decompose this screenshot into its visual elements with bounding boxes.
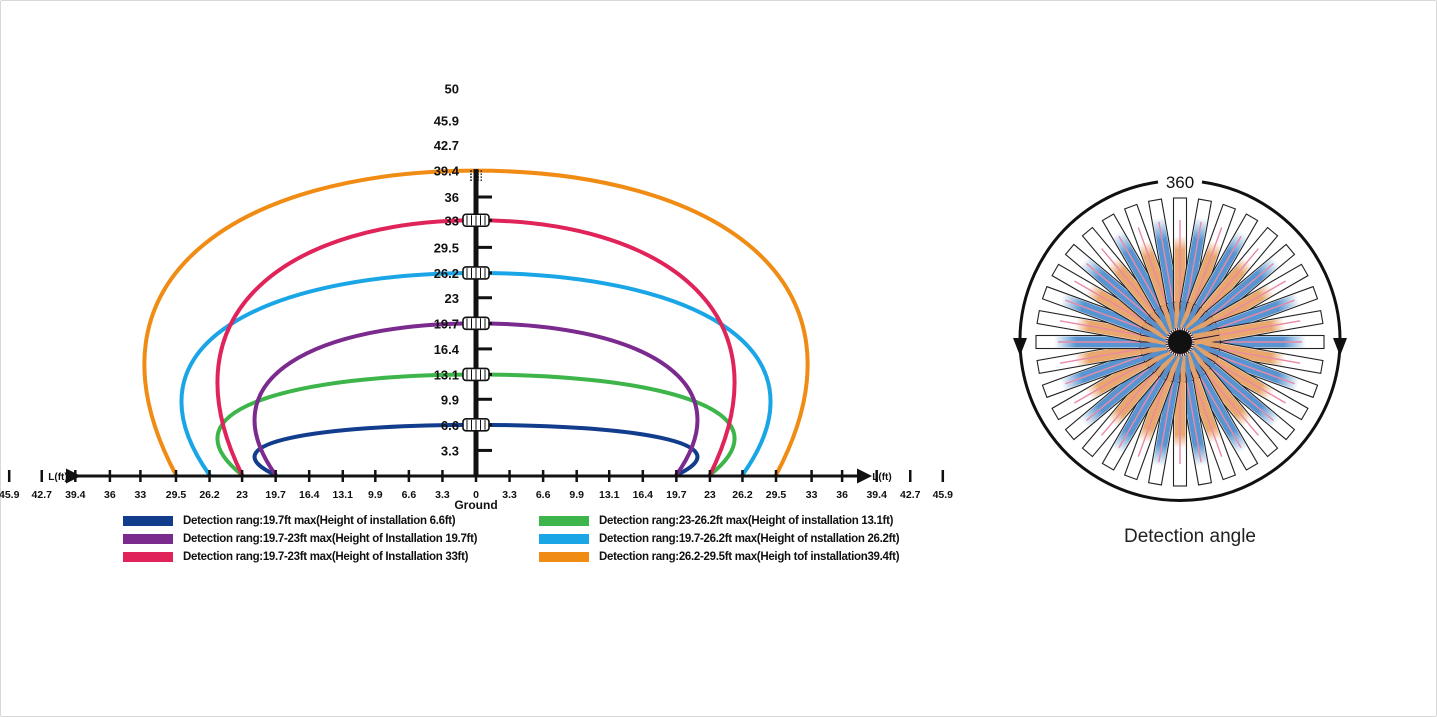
x-tick-label: 6.6 bbox=[536, 489, 551, 501]
x-tick-label: 23 bbox=[236, 489, 248, 501]
x-tick-label: 9.9 bbox=[569, 489, 584, 501]
detection-ray bbox=[1172, 197, 1188, 342]
x-tick-label: 33 bbox=[806, 489, 818, 501]
x-tick-label: 13.1 bbox=[599, 489, 620, 501]
angle-label: 360 bbox=[1166, 173, 1194, 192]
x-tick-label: 29.5 bbox=[166, 489, 187, 501]
x-tick-label: 33 bbox=[135, 489, 147, 501]
detection-angle-caption: Detection angle bbox=[1123, 526, 1257, 547]
x-tick-label: 45.9 bbox=[0, 489, 20, 501]
height-tick-label: 16.4 bbox=[434, 342, 460, 357]
height-tick-label: 19.7 bbox=[434, 316, 459, 331]
outer-circle bbox=[1018, 180, 1342, 502]
height-tick-label: 9.9 bbox=[441, 392, 459, 407]
x-tick-label: 26.2 bbox=[199, 489, 220, 501]
height-tick-label: 29.5 bbox=[434, 240, 459, 255]
detection-angle-diagram: 360 bbox=[1013, 173, 1347, 502]
x-tick-label: 16.4 bbox=[633, 489, 654, 501]
x-tick-label: 42.7 bbox=[32, 489, 53, 501]
detection-ray bbox=[1179, 341, 1319, 399]
detection-ray bbox=[1179, 213, 1259, 343]
x-tick-label: 36 bbox=[836, 489, 848, 501]
detection-ray bbox=[1179, 309, 1324, 345]
height-tick-label: 13.1 bbox=[434, 367, 459, 382]
x-tick-label: 23 bbox=[704, 489, 716, 501]
height-tick-label: 6.6 bbox=[441, 418, 459, 433]
detection-ray bbox=[1123, 341, 1181, 481]
height-tick-label: 3.3 bbox=[441, 443, 459, 458]
height-tick-label: 26.2 bbox=[434, 266, 459, 281]
height-tick-label: 39.4 bbox=[434, 164, 460, 179]
x-tick-label: 0 bbox=[473, 489, 479, 501]
arrow-right-icon bbox=[1333, 338, 1347, 356]
x-tick-label: 29.5 bbox=[766, 489, 787, 501]
x-tick-label: 9.9 bbox=[368, 489, 383, 501]
detection-range-chart: 50 45.9 42.7 39.4 36 33 29.5 26.2 23 19.7 16.4 13.1… bbox=[0, 82, 953, 513]
x-tick-label: 16.4 bbox=[299, 489, 320, 501]
x-tick-label: 19.7 bbox=[265, 489, 286, 501]
ground-label: Ground bbox=[454, 498, 497, 512]
height-tick-label: 36 bbox=[445, 190, 459, 205]
x-tick-label: 36 bbox=[104, 489, 116, 501]
x-tick-label: 39.4 bbox=[65, 489, 86, 501]
x-tick-label: 3.3 bbox=[435, 489, 450, 501]
x-tick-label: 3.3 bbox=[502, 489, 517, 501]
height-tick-label: 33 bbox=[445, 213, 459, 228]
height-tick-label: 42.7 bbox=[434, 138, 459, 153]
detection-ray bbox=[1179, 226, 1279, 343]
detection-ray bbox=[1172, 342, 1188, 487]
detection-ray bbox=[1101, 213, 1181, 343]
height-tick-label: 50 bbox=[445, 82, 459, 97]
x-tick-label: 26.2 bbox=[732, 489, 753, 501]
x-axis-right-label: L(ft) bbox=[872, 472, 891, 483]
arrow-left-icon bbox=[1013, 338, 1027, 356]
x-axis-left-label: L(ft) bbox=[48, 472, 67, 483]
x-tick-label: 42.7 bbox=[900, 489, 921, 501]
height-tick-label: 45.9 bbox=[434, 113, 459, 128]
x-tick-label: 13.1 bbox=[333, 489, 354, 501]
x-tick-label: 39.4 bbox=[866, 489, 887, 501]
x-tick-label: 6.6 bbox=[402, 489, 417, 501]
x-tick-label: 19.7 bbox=[666, 489, 687, 501]
detection-ray bbox=[1041, 285, 1181, 343]
sensor-center bbox=[1168, 330, 1192, 354]
x-tick-label: 45.9 bbox=[933, 489, 954, 501]
height-tick-label: 23 bbox=[445, 291, 459, 306]
